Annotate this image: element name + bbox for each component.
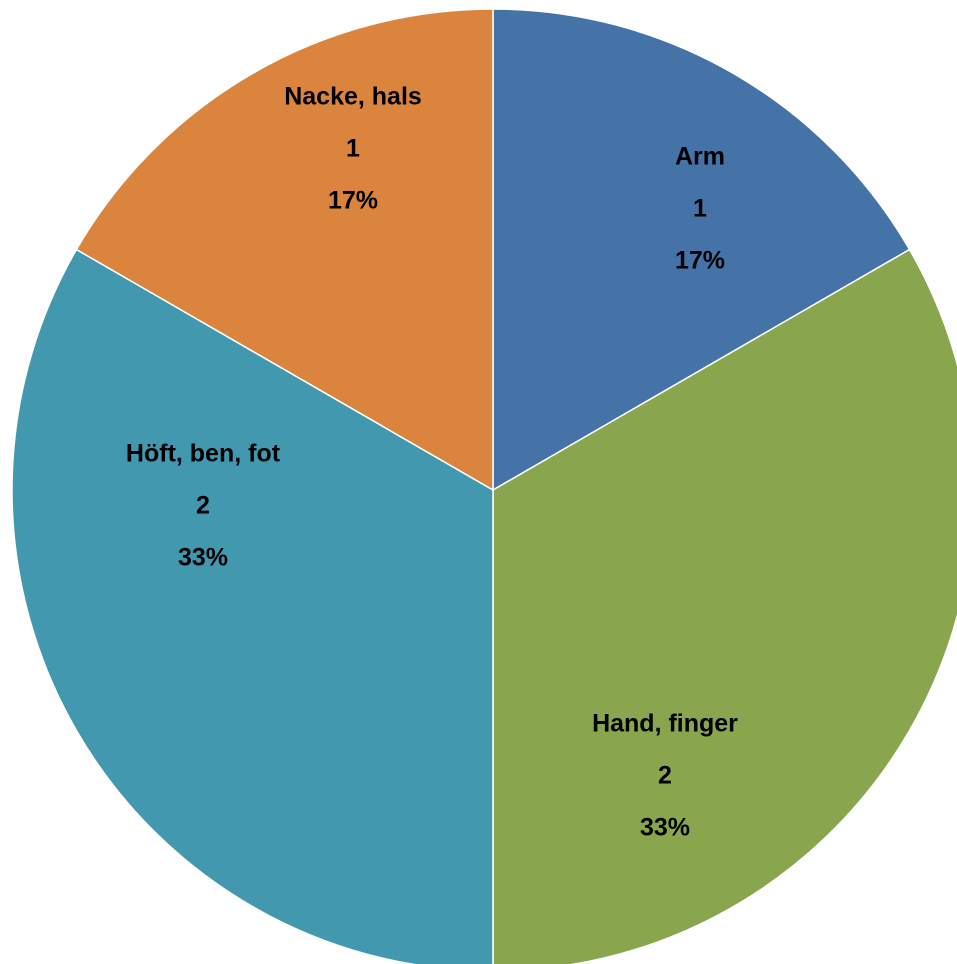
slice-value-label: 2	[658, 762, 672, 790]
slice-category-label: Nacke, hals	[284, 83, 422, 111]
slice-category-label: Hand, finger	[592, 710, 738, 738]
slice-percent-label: 17%	[328, 187, 378, 215]
pie-slice	[492, 8, 911, 492]
pie-slice	[11, 248, 494, 964]
slice-category-label: Arm	[675, 143, 725, 171]
pie-slice	[75, 8, 494, 492]
slice-value-label: 1	[346, 135, 360, 163]
slice-percent-label: 17%	[675, 247, 725, 275]
slice-percent-label: 33%	[640, 814, 690, 842]
slice-value-label: 1	[693, 195, 707, 223]
slice-percent-label: 33%	[178, 544, 228, 572]
slice-category-label: Höft, ben, fot	[126, 440, 281, 468]
slice-value-label: 2	[196, 492, 210, 520]
pie-slice	[492, 248, 957, 964]
